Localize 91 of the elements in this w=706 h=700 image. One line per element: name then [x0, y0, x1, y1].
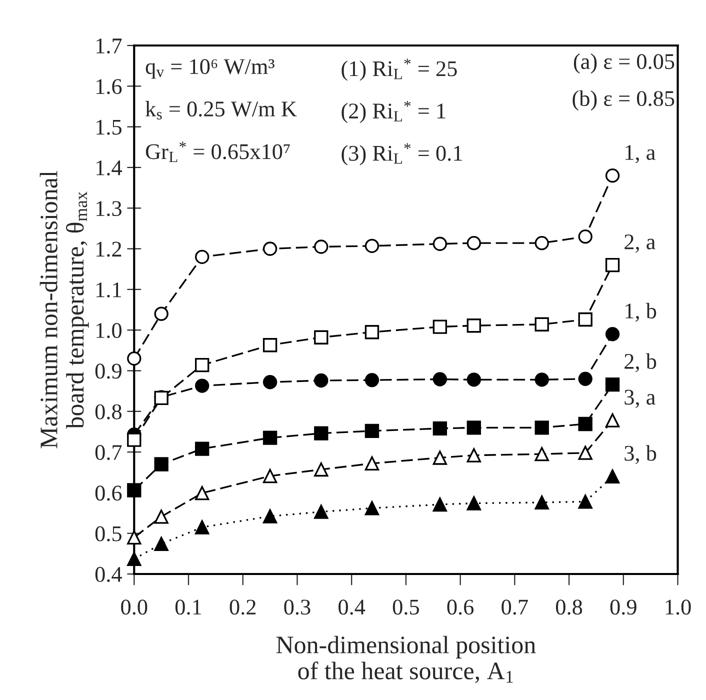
point — [364, 424, 380, 438]
point — [195, 250, 210, 264]
point — [364, 238, 380, 254]
point — [605, 258, 620, 272]
x-tick-label: 0.5 — [392, 600, 419, 615]
point — [605, 469, 620, 484]
point — [195, 378, 210, 393]
point — [154, 306, 168, 321]
point — [195, 358, 210, 372]
point — [195, 442, 210, 456]
point — [578, 229, 592, 244]
point — [466, 372, 481, 387]
point — [534, 420, 549, 435]
series-label: 1, a — [626, 145, 656, 164]
point — [314, 373, 328, 388]
x-tick-label: 0.0 — [121, 600, 148, 615]
y-tick-label: 1.0 — [96, 323, 122, 338]
point — [262, 509, 278, 524]
y-tick-label: 0.6 — [95, 486, 122, 501]
point — [605, 327, 620, 342]
point — [154, 536, 168, 551]
point — [314, 330, 328, 344]
point — [432, 497, 448, 512]
point — [432, 372, 448, 386]
point — [605, 377, 620, 392]
point — [314, 240, 328, 254]
annotation: (1) Ri$_{L}$$^{*}$ = 25 — [342, 58, 457, 81]
x-tick-label: 0.9 — [610, 600, 636, 615]
point — [578, 494, 592, 509]
x-axis-title: Non-dimensional position of the heat source, A$_{1}$ — [276, 636, 536, 684]
annotation: (3) Ri$_{L}$$^{*}$ = 0.1 — [342, 143, 462, 166]
annotation: k$_{s}$ = 0.25 W/m K — [145, 100, 297, 120]
point — [314, 462, 328, 477]
point — [578, 416, 592, 432]
series-label: 3, a — [624, 390, 656, 408]
point — [314, 504, 328, 519]
y-tick-label: 0.8 — [95, 404, 122, 420]
point — [466, 496, 481, 510]
point — [262, 338, 278, 352]
y-tick-label: 1.5 — [96, 120, 122, 135]
annotation: q$_{v}$ = 10⁶ W/m³ — [146, 59, 274, 79]
y-tick-label: 0.7 — [95, 444, 122, 460]
point — [127, 483, 142, 498]
point — [605, 413, 620, 428]
point — [195, 520, 210, 534]
series-label: 2, b — [624, 353, 656, 372]
point — [364, 372, 380, 388]
y-tick-label: 0.5 — [95, 526, 122, 542]
x-tick-label: 1.0 — [666, 600, 691, 615]
y-tick-label: 1.2 — [96, 242, 122, 257]
point — [364, 325, 380, 340]
x-tick-label: 0.4 — [338, 600, 366, 615]
x-tick-label: 0.6 — [447, 600, 474, 615]
annotation: (2) Ri$_{L}$$^{*}$ = 1 — [342, 100, 446, 124]
y-tick-label: 0.9 — [95, 364, 122, 379]
y-tick-label: 0.4 — [95, 566, 122, 582]
annotation: (a) ε = 0.05 — [574, 53, 674, 74]
point — [466, 318, 481, 333]
point — [534, 317, 549, 332]
series-label: 3, b — [624, 445, 656, 464]
point — [578, 372, 592, 386]
y-tick-label: 1.4 — [96, 160, 122, 176]
point — [154, 457, 168, 472]
point — [127, 351, 142, 366]
y-tick-label: 1.6 — [96, 79, 122, 94]
point — [127, 432, 142, 447]
point — [262, 242, 278, 256]
point — [578, 312, 592, 327]
series-label: 1, b — [626, 302, 656, 322]
y-axis-title: Maximum non-dimensional board temperature, θ$_{max}$ — [40, 171, 89, 448]
y-tick-label: 1.7 — [96, 38, 122, 54]
point — [314, 426, 328, 440]
x-tick-label: 0.7 — [502, 600, 528, 615]
point — [127, 552, 142, 566]
point — [262, 430, 278, 445]
annotation: (b) ε = 0.85 — [572, 90, 674, 111]
point — [534, 495, 549, 510]
point — [364, 501, 380, 516]
point — [262, 375, 278, 390]
x-tick-label: 0.1 — [175, 600, 202, 615]
x-tick-label: 0.8 — [556, 600, 582, 615]
y-tick-label: 1.1 — [96, 282, 121, 298]
point — [466, 420, 481, 435]
annotation: Gr$_{L}$$^{*}$ = 0.65x10⁷ — [146, 142, 290, 162]
point — [432, 320, 448, 334]
x-tick-label: 0.2 — [230, 600, 256, 615]
series-label: 2, a — [624, 234, 656, 253]
x-tick-label: 0.3 — [284, 600, 310, 615]
y-tick-label: 1.3 — [96, 201, 122, 216]
point — [534, 372, 549, 387]
point — [432, 421, 448, 436]
